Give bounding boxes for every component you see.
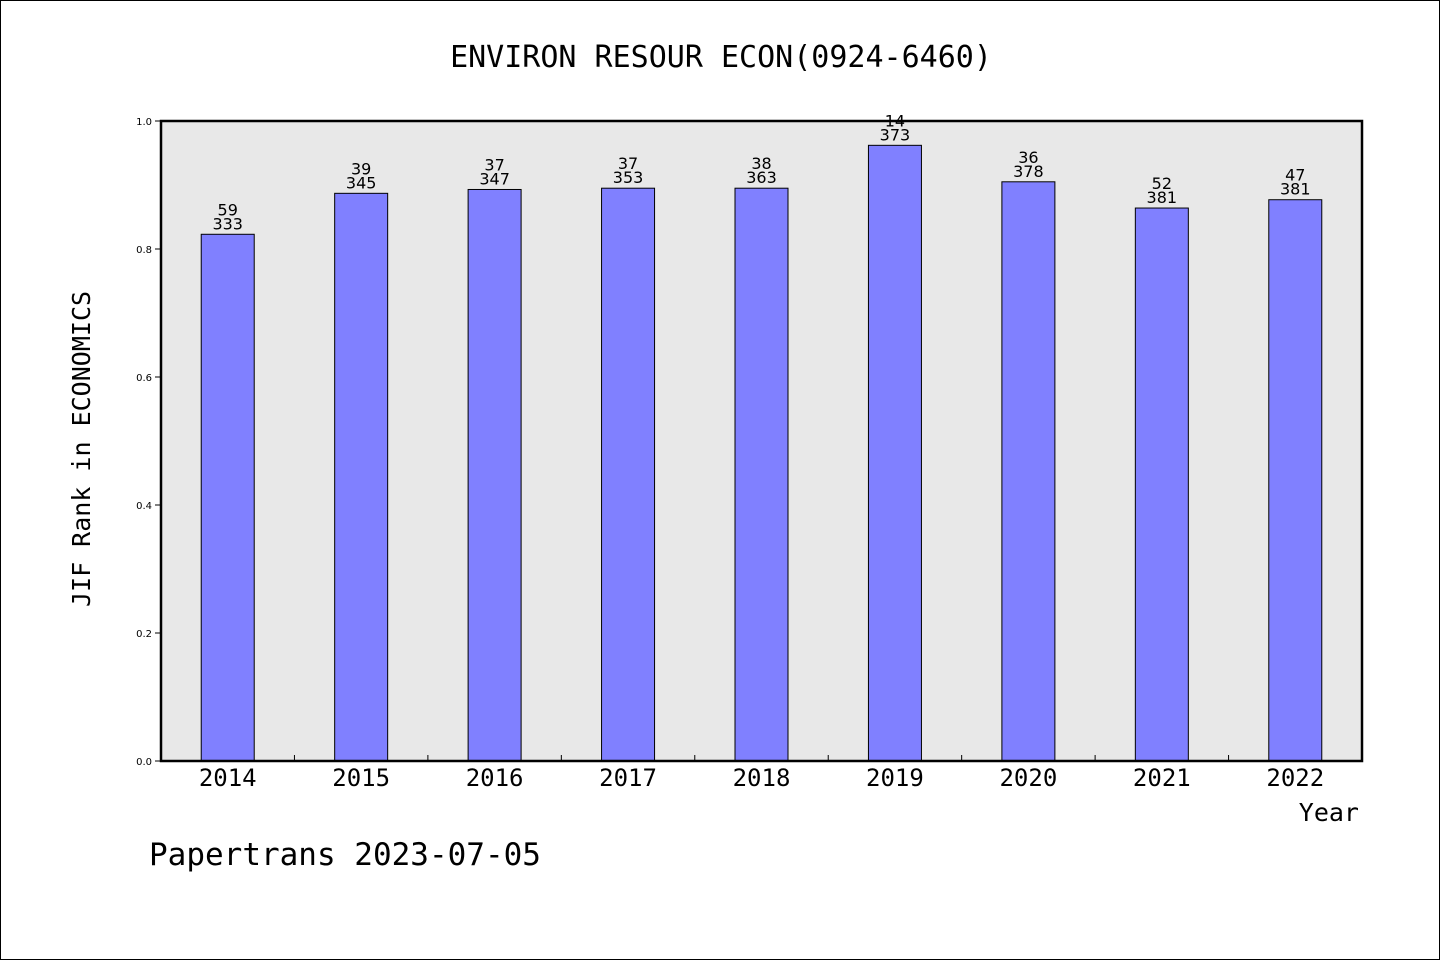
bar-label-rank-2020: 36 bbox=[1018, 148, 1038, 167]
bar-2019 bbox=[867, 144, 922, 762]
bar-label-total-2017: 353 bbox=[613, 168, 644, 187]
x-tick-label-2021: 2021 bbox=[1133, 764, 1191, 792]
chart-title: ENVIRON RESOUR ECON(0924-6460) bbox=[450, 40, 992, 75]
bar-2016 bbox=[467, 188, 522, 762]
x-tick-label-2014: 2014 bbox=[199, 764, 257, 792]
bar-2020 bbox=[1001, 181, 1056, 762]
bar-label-total-2016: 347 bbox=[479, 169, 510, 188]
y-axis-label: JIF Rank in ECONOMICS bbox=[67, 291, 96, 607]
bar-label-rank-2015: 39 bbox=[351, 159, 371, 178]
x-axis-label: Year bbox=[1299, 798, 1359, 827]
y-tick-label-0.0: 0.0 bbox=[136, 757, 152, 768]
x-tick-label-2016: 2016 bbox=[466, 764, 524, 792]
y-tick-label-1.0: 1.0 bbox=[136, 117, 152, 128]
x-tick-label-2019: 2019 bbox=[866, 764, 924, 792]
y-tick-label-0.8: 0.8 bbox=[136, 245, 152, 256]
x-tick-label-2022: 2022 bbox=[1266, 764, 1324, 792]
bar-label-rank-2022: 47 bbox=[1285, 166, 1305, 185]
bar-2015 bbox=[334, 192, 389, 762]
bar-label-total-2015: 345 bbox=[346, 173, 377, 192]
bar-label-total-2014: 333 bbox=[212, 214, 243, 233]
y-tick-label-0.2: 0.2 bbox=[136, 629, 152, 640]
bar-2022 bbox=[1268, 199, 1323, 762]
bar-label-total-2019: 373 bbox=[880, 125, 911, 144]
x-tick-label-2020: 2020 bbox=[999, 764, 1057, 792]
bar-label-rank-2014: 59 bbox=[218, 200, 238, 219]
bar-2014 bbox=[200, 233, 255, 762]
bar-label-total-2018: 363 bbox=[746, 168, 777, 187]
x-tick-label-2017: 2017 bbox=[599, 764, 657, 792]
bar-label-rank-2017: 37 bbox=[618, 154, 638, 173]
bar-2021 bbox=[1134, 207, 1189, 762]
footer-watermark: Papertrans 2023-07-05 bbox=[149, 837, 541, 873]
x-tick-label-2015: 2015 bbox=[332, 764, 390, 792]
bar-label-rank-2016: 37 bbox=[484, 155, 504, 174]
bar-2018 bbox=[734, 187, 789, 762]
bar-label-total-2021: 381 bbox=[1147, 188, 1178, 207]
bar-label-total-2022: 381 bbox=[1280, 180, 1311, 199]
y-tick-label-0.6: 0.6 bbox=[136, 373, 152, 384]
bar-2017 bbox=[601, 187, 656, 762]
plot-frame bbox=[159, 119, 1364, 763]
x-tick-label-2018: 2018 bbox=[733, 764, 791, 792]
bar-label-rank-2018: 38 bbox=[751, 154, 771, 173]
bar-label-total-2020: 378 bbox=[1013, 162, 1044, 181]
y-tick-label-0.4: 0.4 bbox=[136, 501, 152, 512]
bar-label-rank-2021: 52 bbox=[1152, 174, 1172, 193]
